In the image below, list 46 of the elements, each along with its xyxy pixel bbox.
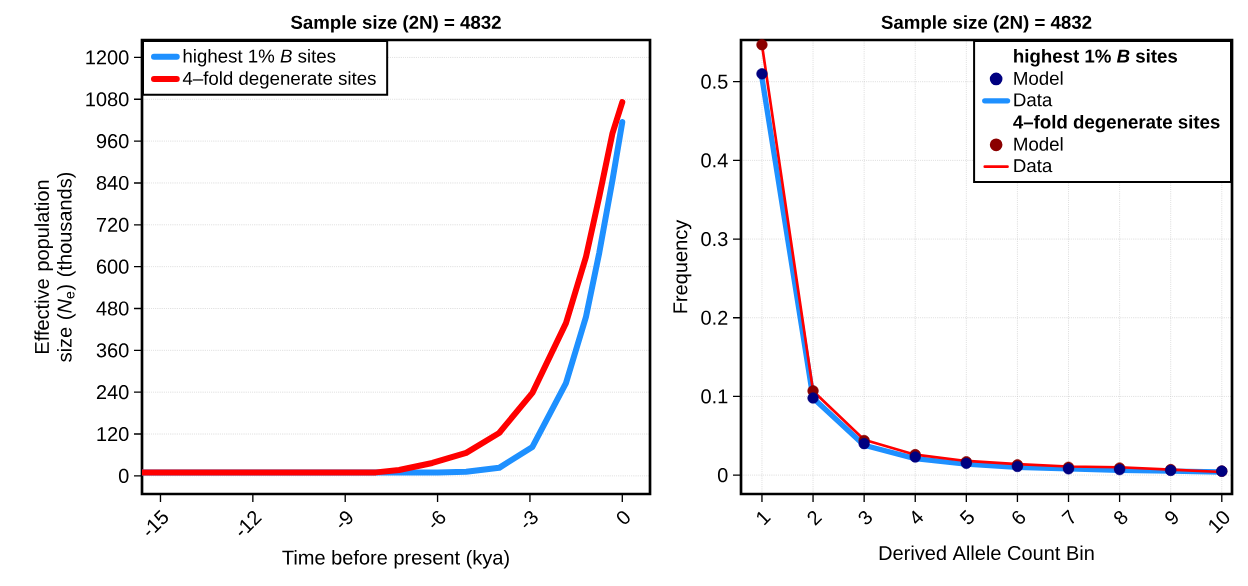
y-tick-label: 0.5 [701,74,728,89]
x-axis-title: Time before present (kya) [282,549,509,569]
y-tick-label: 240 [96,385,129,400]
legend-label: Data [1014,93,1053,107]
y-tick-label: 0.1 [701,389,728,404]
x-tick-label: 2 [807,511,823,526]
y-tick-label: 0.4 [701,153,728,168]
x-tick-label: 7 [1061,509,1075,524]
y-tick-label: 0 [717,468,728,483]
x-tick-label: -15 [146,509,168,536]
x-tick-label: 1 [757,511,771,526]
x-tick-label: 9 [1165,511,1178,525]
x-tick-label: -3 [523,511,538,528]
legend-label: Data [1014,159,1053,173]
x-tick-label: 0 [616,511,630,524]
annotation: highest 1% B sites [1014,49,1178,67]
x-tick-label: 3 [858,511,872,525]
y-tick-label: 720 [96,217,129,232]
x-tick-label: -9 [338,511,353,528]
y-axis-title: Frequency [673,219,692,313]
x-tick-label: 4 [912,510,924,524]
y-tick-label: 120 [97,426,129,442]
x-tick-label: 5 [959,509,974,525]
legend-label: 4–fold degenerate sites [182,71,376,89]
legend-label: Model [1014,71,1063,85]
chart-title: Sample size (2N) = 4832 [290,15,501,33]
x-tick-label: 6 [1012,510,1026,524]
legend-label: highest 1% B sites [183,48,336,67]
annotation: 4–fold degenerate sites [1013,114,1220,133]
y-tick-label: 1080 [86,92,129,107]
x-axis-title: Derived Allele Count Bin [879,545,1094,561]
y-tick-label: 960 [96,134,129,149]
y-tick-label: 1200 [86,50,129,65]
y-tick-label: 840 [96,175,129,191]
x-tick-label: 8 [1114,511,1128,525]
chart-title: Sample size (2N) = 4832 [881,15,1092,33]
y-tick-label: 600 [96,259,129,274]
y-tick-label: 0 [118,468,129,483]
y-tick-label: 480 [96,301,129,316]
y-tick-label: 0.2 [701,310,728,325]
legend-label: Model [1014,137,1063,151]
y-tick-label: 360 [96,343,129,358]
y-tick-label: 0.3 [701,231,728,247]
x-tick-label: 10 [1209,511,1230,534]
x-tick-label: -12 [238,511,262,536]
x-tick-label: -6 [431,510,446,528]
